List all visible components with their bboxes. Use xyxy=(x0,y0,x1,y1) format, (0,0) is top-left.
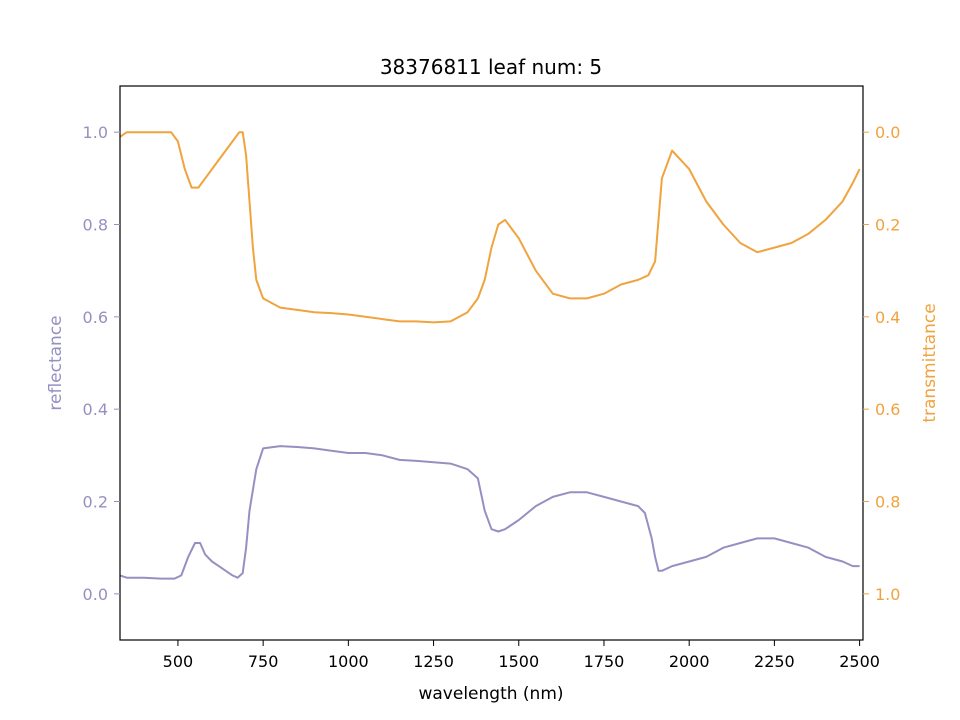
y-right-tick-label: 0.2 xyxy=(875,216,900,235)
y-axis-right: 0.0 0.2 0.4 0.6 0.8 1.0 xyxy=(863,123,900,604)
x-tick-label: 1500 xyxy=(498,652,539,671)
y-axis-right-label: transmittance xyxy=(920,303,940,422)
y-left-tick-label: 0.6 xyxy=(83,308,108,327)
y-right-tick-label: 1.0 xyxy=(875,585,900,604)
y-left-tick-label: 1.0 xyxy=(83,123,108,142)
x-tick-label: 1750 xyxy=(584,652,625,671)
x-axis: 500 750 1000 1250 1500 1750 2000 2250 2500 xyxy=(163,640,880,671)
y-left-tick-label: 0.0 xyxy=(83,585,108,604)
chart-title: 38376811 leaf num: 5 xyxy=(380,55,602,79)
y-right-tick-label: 0.6 xyxy=(875,400,900,419)
x-tick-label: 500 xyxy=(163,652,194,671)
y-axis-left-label: reflectance xyxy=(46,315,66,410)
y-left-tick-label: 0.8 xyxy=(83,216,108,235)
series-line-transmittance xyxy=(119,131,861,324)
x-tick-label: 2500 xyxy=(839,652,880,671)
series-layer xyxy=(119,131,861,580)
plot-frame xyxy=(119,85,864,641)
series-line-reflectance xyxy=(119,445,860,580)
y-left-tick-label: 0.2 xyxy=(83,493,108,512)
x-tick-label: 750 xyxy=(248,652,279,671)
x-tick-label: 1000 xyxy=(328,652,369,671)
x-axis-label: wavelength (nm) xyxy=(418,684,563,704)
y-axis-left: 0.0 0.2 0.4 0.6 0.8 1.0 xyxy=(83,123,120,604)
y-left-tick-label: 0.4 xyxy=(83,400,108,419)
y-right-tick-label: 0.0 xyxy=(875,123,900,142)
x-tick-label: 2000 xyxy=(669,652,710,671)
x-tick-label: 1250 xyxy=(413,652,454,671)
y-right-tick-label: 0.8 xyxy=(875,493,900,512)
x-tick-label: 2250 xyxy=(754,652,795,671)
y-right-tick-label: 0.4 xyxy=(875,308,900,327)
